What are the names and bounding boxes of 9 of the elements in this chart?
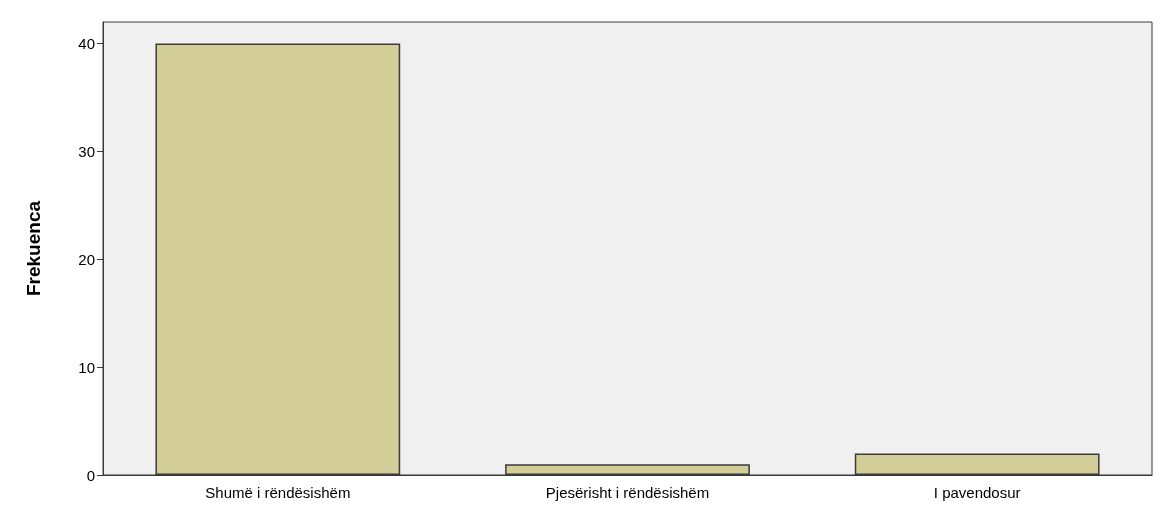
y-axis-title: Frekuenca: [23, 200, 44, 297]
y-tick-label: 0: [86, 466, 95, 484]
x-tick-label: Pjesërisht i rëndësishëm: [545, 484, 710, 501]
y-tick-label: 10: [78, 358, 95, 376]
y-tick-label: 20: [78, 250, 95, 268]
y-tick-label: 40: [78, 35, 95, 53]
x-tick-label: I pavendosur: [933, 484, 1021, 501]
y-tick-label: 30: [78, 142, 95, 160]
x-tick-label: Shumë i rëndësishëm: [205, 484, 351, 501]
